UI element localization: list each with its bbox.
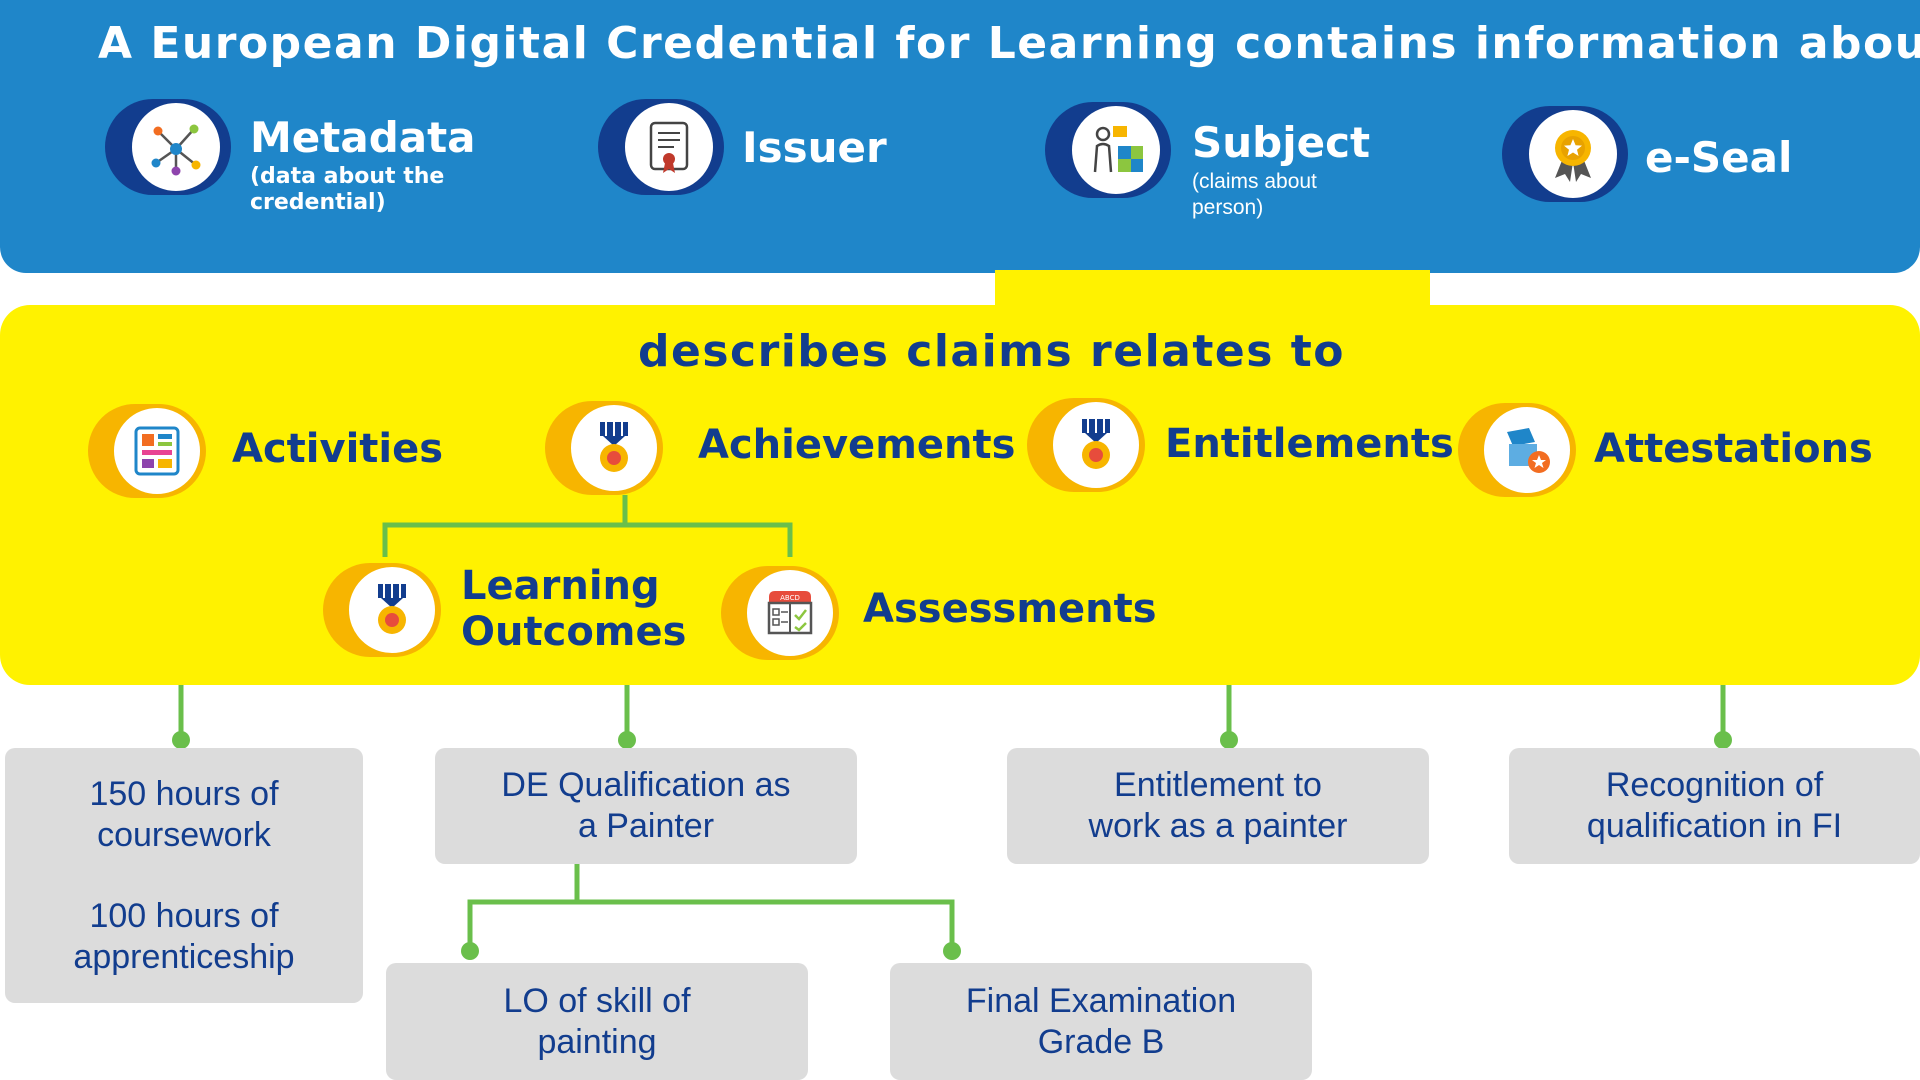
award-seal-icon [1525, 106, 1621, 202]
attestation-link-dot [1714, 731, 1732, 749]
entitlement-example-line-2: work as a painter [1088, 807, 1348, 845]
network-icon [128, 99, 224, 195]
band-connector [995, 270, 1430, 310]
assessment-example-line-2: Grade B [1037, 1022, 1165, 1061]
medal-icon [567, 401, 661, 495]
metadata-label: Metadata [250, 113, 476, 162]
attestations-label: Attestations [1594, 426, 1873, 472]
activities-link-dot [172, 731, 190, 749]
learning-outcome-link-dot [461, 942, 479, 960]
learning-outcome-link [467, 863, 580, 950]
learning-outcome-example-box: LO of skill of painting [386, 963, 808, 1080]
attestation-example-line-1: Recognition of [1605, 766, 1824, 804]
entitlement-link-dot [1220, 731, 1238, 749]
subject-sub-line-1: (claims about [1192, 170, 1317, 193]
claims-band [0, 305, 1920, 685]
activities-icon [110, 404, 204, 498]
claims-title: describes claims relates to [638, 326, 1345, 377]
achievement-example-line-1: DE Qualification as [501, 766, 791, 804]
learning-outcome-example-line-1: LO of skill of [503, 981, 691, 1020]
activities-example-line-2: coursework [97, 815, 271, 854]
metadata-sub-line-2: credential) [250, 190, 386, 215]
attestation-example-line-2: qualification in FI [1586, 807, 1843, 845]
learning-outcomes-label-line-1: Learning [461, 563, 660, 609]
issuer-label: Issuer [742, 123, 887, 172]
assessments-label: Assessments [863, 586, 1157, 632]
subject-sub-line-2: person) [1192, 196, 1264, 219]
credential-title: A European Digital Credential for Learni… [98, 18, 1920, 69]
achievement-example-box: DE Qualification as a Painter [435, 748, 857, 864]
activities-example-line-4: apprenticeship [73, 937, 295, 976]
attestation-icon [1480, 403, 1574, 497]
learning-outcomes-label-line-2: Outcomes [461, 609, 687, 655]
achievement-example-line-2: a Painter [577, 807, 715, 845]
certificate-icon [621, 99, 717, 195]
assessment-link-dot [943, 942, 961, 960]
svg-text:ABCD: ABCD [780, 594, 800, 602]
achievement-link-dot [618, 731, 636, 749]
eseal-label: e-Seal [1645, 133, 1793, 182]
medal-icon [345, 563, 439, 657]
activities-example-box: 150 hours of coursework 100 hours of app… [5, 748, 363, 1003]
person-puzzle-icon [1068, 102, 1164, 198]
activities-label: Activities [232, 426, 444, 472]
activities-example-line-3: 100 hours of [89, 896, 279, 935]
activities-example-line-1: 150 hours of [89, 774, 279, 813]
subject-label: Subject [1192, 118, 1371, 167]
achievements-label: Achievements [698, 422, 1016, 468]
learning-outcome-example-line-2: painting [537, 1022, 657, 1061]
entitlement-example-box: Entitlement to work as a painter [1007, 748, 1429, 864]
assessment-example-line-1: Final Examination [965, 981, 1237, 1020]
assessment-example-box: Final Examination Grade B [890, 963, 1312, 1080]
entitlement-example-line-1: Entitlement to [1114, 766, 1322, 804]
assessment-board-icon: ABCD [743, 566, 837, 660]
entitlements-label: Entitlements [1165, 421, 1454, 467]
assessment-link [577, 899, 955, 950]
medal-icon [1049, 398, 1143, 492]
attestation-example-box: Recognition of qualification in FI [1509, 748, 1920, 864]
metadata-sub-line-1: (data about the [250, 164, 445, 189]
